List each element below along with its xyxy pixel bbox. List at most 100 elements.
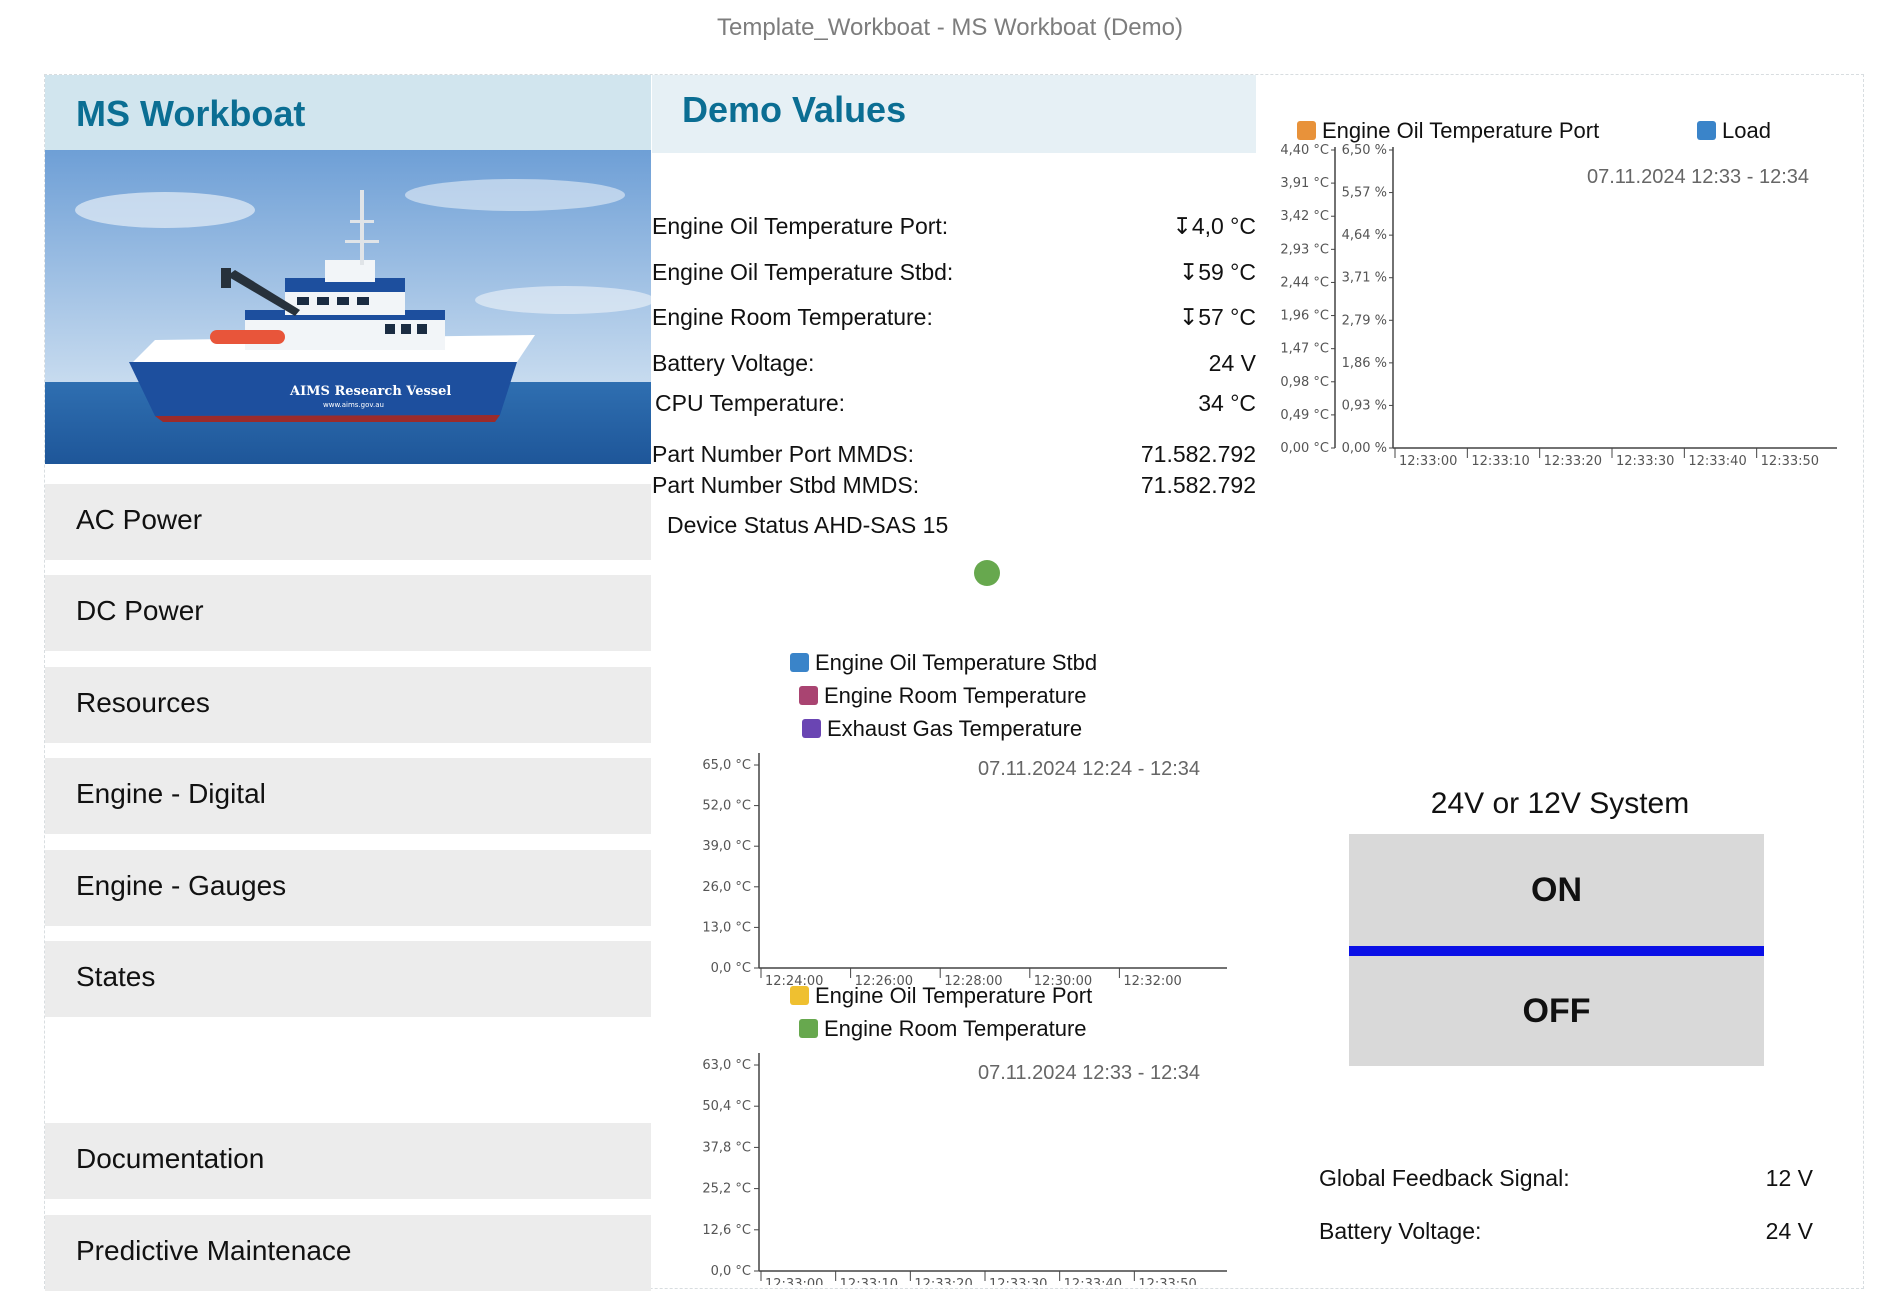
nav-engine-gauges[interactable]: Engine - Gauges bbox=[45, 850, 651, 926]
y-tick-label-left: 1,96 °C bbox=[1280, 309, 1329, 324]
x-tick-label: 12:33:10 bbox=[840, 1277, 898, 1285]
value-row: Engine Room Temperature: ↧57 °C bbox=[652, 300, 1256, 336]
nav-dc-power[interactable]: DC Power bbox=[45, 575, 651, 651]
y-tick-label-left: 2,93 °C bbox=[1280, 242, 1329, 257]
x-tick-label: 12:33:50 bbox=[1761, 454, 1819, 469]
demo-values-panel: Demo Values Engine Oil Temperature Port:… bbox=[652, 75, 1256, 1288]
x-tick-label: 12:33:20 bbox=[1544, 454, 1602, 469]
chart-plot-area: 63,0 °C 50,4 °C 37,8 °C 25,2 °C 12,6 °C 0,0 °… bbox=[702, 1053, 1227, 1285]
nav-label: DC Power bbox=[76, 595, 204, 626]
legend-swatch bbox=[790, 986, 809, 1005]
y-tick-label-right: 6,50 % bbox=[1342, 143, 1387, 158]
y-tick-label-left: 0,00 °C bbox=[1280, 441, 1329, 456]
system-switch[interactable]: ON OFF bbox=[1349, 834, 1764, 1066]
y-tick-label: 0,0 °C bbox=[711, 961, 751, 976]
value-reading: 71.582.792 bbox=[1140, 472, 1256, 498]
legend-item[interactable]: Engine Oil Temperature Port bbox=[790, 983, 1092, 1009]
y-tick-label-right: 0,93 % bbox=[1342, 398, 1387, 413]
y-tick-label-left: 0,98 °C bbox=[1280, 375, 1329, 390]
legend-item[interactable]: Engine Oil Temperature Port bbox=[1297, 118, 1599, 144]
nav-ac-power[interactable]: AC Power bbox=[45, 484, 651, 560]
chart-plot-area: 4,40 °C 3,91 °C 3,42 °C 2,93 °C 2,44 °C 1,96 … bbox=[1280, 143, 1837, 469]
value-reading: 12 V bbox=[1765, 1165, 1813, 1191]
value-label: Engine Oil Temperature Port: bbox=[652, 213, 949, 239]
legend-swatch bbox=[799, 686, 818, 705]
legend-swatch bbox=[1697, 121, 1716, 140]
chart-temperatures-10min: Engine Oil Temperature Stbd Engine Room … bbox=[652, 650, 1256, 990]
value-reading: 24 V bbox=[1765, 1218, 1813, 1244]
x-tick-label: 12:33:10 bbox=[1471, 454, 1529, 469]
y-tick-label: 12,6 °C bbox=[702, 1223, 751, 1238]
legend-label: Engine Oil Temperature Port bbox=[815, 983, 1093, 1008]
legend-item[interactable]: Engine Room Temperature bbox=[799, 1016, 1087, 1042]
value-row: Engine Oil Temperature Stbd: ↧59 °C bbox=[652, 255, 1256, 291]
legend-label: Engine Room Temperature bbox=[824, 683, 1087, 708]
y-tick-label: 26,0 °C bbox=[702, 880, 751, 895]
value-reading: ↧59 °C bbox=[1178, 259, 1256, 285]
legend-swatch bbox=[799, 1019, 818, 1038]
chart-oil-temp-load: Engine Oil Temperature Port Load 4,40 °C… bbox=[1257, 115, 1863, 615]
nav-resources[interactable]: Resources bbox=[45, 667, 651, 743]
time-range-label: 07.11.2024 12:24 - 12:34 bbox=[978, 758, 1200, 780]
legend-item[interactable]: Engine Oil Temperature Stbd bbox=[790, 650, 1097, 676]
y-tick-label-right: 1,86 % bbox=[1342, 356, 1387, 371]
x-tick-label: 12:28:00 bbox=[944, 974, 1002, 985]
ship-image: AIMS Research Vessel www.aims.gov.au bbox=[45, 150, 651, 464]
y-tick-label: 50,4 °C bbox=[702, 1099, 751, 1114]
demo-title: Demo Values bbox=[682, 89, 907, 130]
x-tick-label: 12:32:00 bbox=[1123, 974, 1181, 985]
y-tick-label-left: 3,91 °C bbox=[1280, 176, 1329, 191]
x-tick-label: 12:33:30 bbox=[989, 1277, 1047, 1285]
legend-item[interactable]: Exhaust Gas Temperature bbox=[802, 716, 1082, 742]
y-tick-label: 65,0 °C bbox=[702, 758, 751, 773]
system-switch-title: 24V or 12V System bbox=[1430, 787, 1690, 820]
nav-predictive-maintenance[interactable]: Predictive Maintenace bbox=[45, 1215, 651, 1291]
value-row: Part Number Port MMDS: 71.582.792 bbox=[652, 437, 1256, 473]
y-tick-label-right: 0,00 % bbox=[1342, 441, 1387, 456]
switch-indicator-bar bbox=[1349, 946, 1764, 956]
x-tick-label: 12:33:30 bbox=[1616, 454, 1674, 469]
nav-documentation[interactable]: Documentation bbox=[45, 1123, 651, 1199]
legend-item[interactable]: Engine Room Temperature bbox=[799, 683, 1087, 709]
y-tick-label-right: 4,64 % bbox=[1342, 228, 1387, 243]
x-tick-label: 12:26:00 bbox=[855, 974, 913, 985]
hull-name-text: AIMS Research Vessel bbox=[289, 384, 451, 399]
y-tick-label-right: 2,79 % bbox=[1342, 313, 1387, 328]
value-reading: ↧57 °C bbox=[1178, 304, 1256, 330]
nav-label: AC Power bbox=[76, 504, 203, 535]
dashboard-frame bbox=[44, 74, 1864, 1289]
legend-item[interactable]: Load bbox=[1697, 118, 1771, 144]
value-label: Part Number Port MMDS: bbox=[652, 441, 914, 467]
value-label: Engine Oil Temperature Stbd: bbox=[652, 259, 954, 285]
switch-on-button[interactable]: ON bbox=[1531, 871, 1582, 909]
nav-label: Engine - Gauges bbox=[76, 870, 287, 901]
right-panel: Engine Oil Temperature Port Load 4,40 °C… bbox=[1257, 75, 1863, 1288]
y-tick-label-left: 1,47 °C bbox=[1280, 342, 1329, 357]
value-row: CPU Temperature: 34 °C bbox=[652, 386, 1256, 422]
value-row: Battery Voltage: 24 V bbox=[652, 346, 1256, 382]
window-title: Template_Workboat - MS Workboat (Demo) bbox=[717, 14, 1183, 41]
value-label: Part Number Stbd MMDS: bbox=[652, 472, 920, 498]
y-tick-label-right: 3,71 % bbox=[1342, 271, 1387, 286]
left-header: MS Workboat bbox=[45, 75, 651, 150]
y-tick-label: 39,0 °C bbox=[702, 839, 751, 854]
y-tick-label-right: 5,57 % bbox=[1342, 186, 1387, 201]
legend-label: Engine Room Temperature bbox=[824, 1016, 1087, 1041]
nav-states[interactable]: States bbox=[45, 941, 651, 1017]
nav-label: Documentation bbox=[76, 1143, 265, 1174]
nav-label: States bbox=[76, 961, 156, 992]
y-tick-label-left: 3,42 °C bbox=[1280, 209, 1329, 224]
y-tick-label-left: 2,44 °C bbox=[1280, 275, 1329, 290]
device-status-indicator bbox=[974, 560, 1000, 586]
value-reading: 34 °C bbox=[1198, 390, 1256, 416]
value-reading: 71.582.792 bbox=[1140, 441, 1256, 467]
x-tick-label: 12:33:50 bbox=[1138, 1277, 1196, 1285]
value-label: Battery Voltage: bbox=[1319, 1218, 1482, 1244]
y-tick-label-left: 4,40 °C bbox=[1280, 143, 1329, 158]
value-reading: 24 V bbox=[1208, 350, 1256, 376]
x-tick-label: 12:33:20 bbox=[914, 1277, 972, 1285]
nav-engine-digital[interactable]: Engine - Digital bbox=[45, 758, 651, 834]
value-row: Part Number Stbd MMDS: 71.582.792 bbox=[652, 468, 1256, 504]
value-label: Global Feedback Signal: bbox=[1319, 1165, 1570, 1191]
switch-off-button[interactable]: OFF bbox=[1522, 992, 1591, 1030]
